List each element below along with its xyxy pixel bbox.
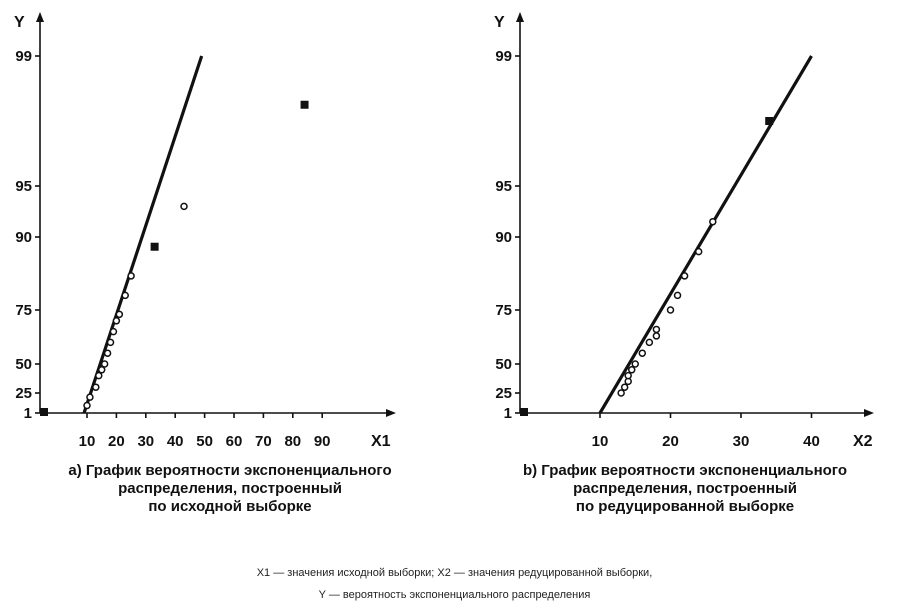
caption-a: a) График вероятности экспоненциального … (20, 462, 440, 516)
x-tick-label: 20 (662, 433, 679, 450)
circle-point (673, 291, 682, 300)
x-axis-arrow-icon (386, 409, 396, 417)
x-tick-label: 60 (226, 433, 243, 450)
y-tick-label: 99 (15, 48, 32, 65)
caption-b: b) График вероятности экспоненциального … (470, 462, 900, 516)
y-axis-label: Y (14, 14, 25, 31)
caption-a-line-1: a) График вероятности экспоненциального (68, 462, 392, 479)
y-tick-label: 25 (15, 385, 32, 402)
x-tick-label: 20 (108, 433, 125, 450)
fit-line (598, 55, 813, 414)
square-point (520, 408, 528, 416)
circle-point (680, 272, 689, 280)
circle-point (109, 327, 118, 336)
circle-point (631, 360, 639, 368)
circle-point (627, 366, 636, 374)
square-point (40, 408, 48, 416)
circle-point (103, 349, 112, 357)
circle-point (115, 310, 124, 319)
caption-a-line-2: распределения, построенный (118, 480, 342, 497)
square-point (300, 100, 309, 109)
y-tick-label: 95 (15, 178, 32, 195)
circle-point (106, 338, 115, 347)
legend-line-1: X1 — значения исходной выборки; X2 — зна… (256, 567, 653, 579)
circle-point (83, 401, 91, 410)
chart-a: Y X1 1 25 50 75 90 95 99 10 20 30 40 50 60 70 80 90 (14, 12, 396, 450)
legend-line-2: Y — вероятность экспоненциального распре… (318, 589, 591, 601)
x-tick-label: 90 (314, 433, 331, 450)
circle-point (97, 366, 106, 374)
y-axis-label: Y (494, 14, 505, 31)
circle-point (709, 217, 717, 226)
fit-line (82, 55, 204, 414)
circle-point (624, 371, 632, 380)
circle-point (652, 325, 661, 334)
circle-point (100, 360, 109, 368)
square-point (765, 117, 774, 125)
circle-point (694, 247, 703, 256)
circle-point (652, 332, 661, 340)
caption-b-line-3: по редуцированной выборке (575, 498, 795, 515)
x-tick-label: 30 (137, 433, 154, 450)
x-tick-label: 50 (196, 433, 213, 450)
square-point (150, 242, 159, 251)
circle-point (121, 291, 129, 300)
y-tick-label: 75 (495, 302, 512, 319)
y-tick-label: 25 (495, 385, 512, 402)
y-tick-label: 1 (24, 405, 32, 422)
caption-b-line-1: b) График вероятности экспоненциального (522, 462, 848, 479)
x-axis-arrow-icon (864, 409, 874, 417)
circle-point (620, 383, 629, 391)
x-tick-label: 40 (803, 433, 820, 450)
x-tick-label: 10 (79, 433, 96, 450)
y-tick-label: 1 (504, 405, 512, 422)
x-tick-label: 10 (592, 433, 609, 450)
circle-point (645, 338, 654, 347)
y-tick-label: 95 (495, 178, 512, 195)
y-tick-label: 75 (15, 302, 32, 319)
y-tick-label: 50 (15, 356, 32, 373)
x-axis-label: X1 (371, 433, 391, 450)
x-tick-label: 80 (284, 433, 301, 450)
circle-point (127, 272, 135, 280)
circle-point (617, 389, 625, 397)
circle-point (92, 383, 100, 391)
y-axis-arrow-icon (516, 12, 524, 22)
circle-point (112, 317, 121, 325)
x-tick-label: 70 (255, 433, 272, 450)
circle-point (95, 371, 103, 380)
x-tick-label: 30 (733, 433, 750, 450)
y-tick-label: 90 (495, 229, 512, 246)
circle-point (86, 393, 94, 401)
x-axis-label: X2 (853, 433, 873, 450)
y-tick-label: 90 (15, 229, 32, 246)
circle-point (638, 349, 647, 357)
caption-b-line-2: распределения, построенный (573, 480, 797, 497)
circle-point (666, 306, 675, 314)
y-tick-label: 50 (495, 356, 512, 373)
caption-a-line-3: по исходной выборке (148, 498, 312, 515)
x-tick-label: 40 (167, 433, 184, 450)
circle-point (180, 202, 188, 211)
chart-b: Y X2 1 25 50 75 90 95 99 10 20 30 40 (494, 12, 874, 450)
y-tick-label: 99 (495, 48, 512, 65)
y-axis-arrow-icon (36, 12, 44, 22)
